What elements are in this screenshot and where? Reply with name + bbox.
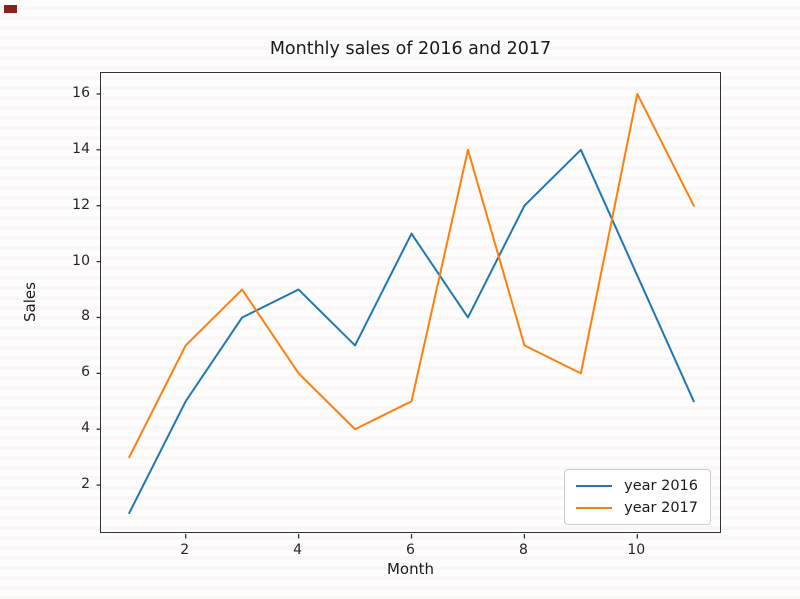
legend-line-swatch <box>576 485 613 487</box>
legend-label: year 2016 <box>624 478 698 494</box>
corner-artifact-mark <box>4 5 17 13</box>
legend-entry-0: year 2016 <box>576 478 698 494</box>
x-tick-label: 10 <box>627 542 646 558</box>
y-tick-label: 12 <box>72 196 90 213</box>
legend-label: year 2017 <box>624 500 698 516</box>
y-tick-label: 4 <box>81 420 90 437</box>
y-tick-label: 8 <box>81 308 90 325</box>
plot-area: year 2016 year 2017 <box>96 72 721 539</box>
legend-line-swatch <box>576 507 613 509</box>
y-tick-label: 2 <box>81 476 90 493</box>
x-axis-label: Month <box>386 560 434 578</box>
x-tick-label: 6 <box>406 542 415 558</box>
y-axis-label: Sales <box>21 282 39 322</box>
y-tick-label: 10 <box>72 252 90 269</box>
series-line-0 <box>128 148 695 515</box>
y-tick-label: 16 <box>72 84 90 101</box>
legend-entry-1: year 2017 <box>576 500 698 516</box>
y-tick-label: 6 <box>81 364 90 381</box>
chart-title: Monthly sales of 2016 and 2017 <box>269 39 552 59</box>
series-line-1 <box>128 92 695 459</box>
chart-canvas <box>96 92 695 539</box>
x-tick-label: 2 <box>180 542 190 558</box>
x-tick-label: 8 <box>518 542 528 558</box>
x-tick-label: 4 <box>293 542 303 558</box>
legend: year 2016 year 2017 <box>564 469 711 525</box>
y-tick-label: 14 <box>72 140 90 157</box>
